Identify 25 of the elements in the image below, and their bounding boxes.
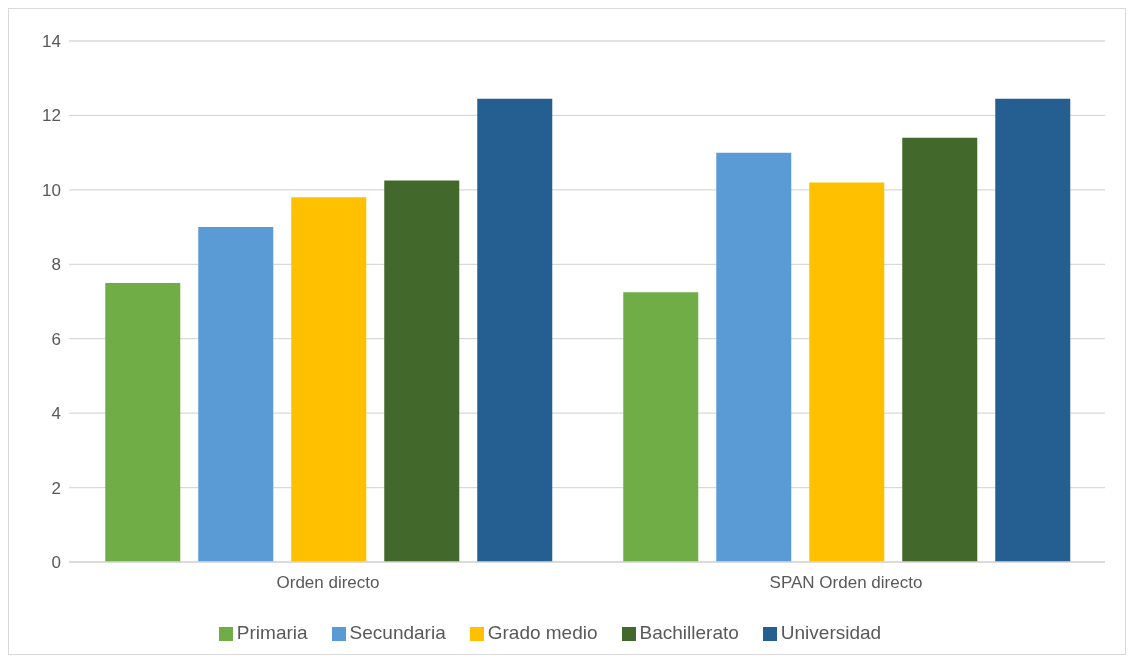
y-tick-label: 6 [51, 329, 61, 349]
y-tick-label: 0 [51, 553, 61, 573]
legend-label: Universidad [780, 622, 882, 643]
bar [809, 182, 885, 562]
y-tick-label: 10 [42, 180, 61, 200]
bar [384, 180, 460, 562]
y-tick-label: 14 [42, 32, 61, 52]
legend-label: Secundaria [349, 622, 446, 643]
y-tick-label: 4 [51, 404, 61, 424]
legend-label: Grado medio [487, 622, 598, 643]
bar [902, 137, 978, 562]
bar [477, 98, 553, 562]
y-tick-label: 8 [51, 255, 61, 275]
bar [105, 282, 181, 562]
bar [198, 227, 274, 562]
bar [291, 197, 367, 562]
legend-label: Bachillerato [639, 622, 739, 643]
x-tick-label: Orden directo [276, 573, 380, 593]
x-tick-label: SPAN Orden directo [769, 573, 923, 593]
bar [995, 98, 1071, 562]
bar [623, 292, 699, 562]
bar [716, 152, 792, 562]
legend-label: Primaria [236, 622, 308, 643]
y-tick-label: 12 [42, 106, 61, 126]
y-tick-label: 2 [51, 478, 61, 498]
